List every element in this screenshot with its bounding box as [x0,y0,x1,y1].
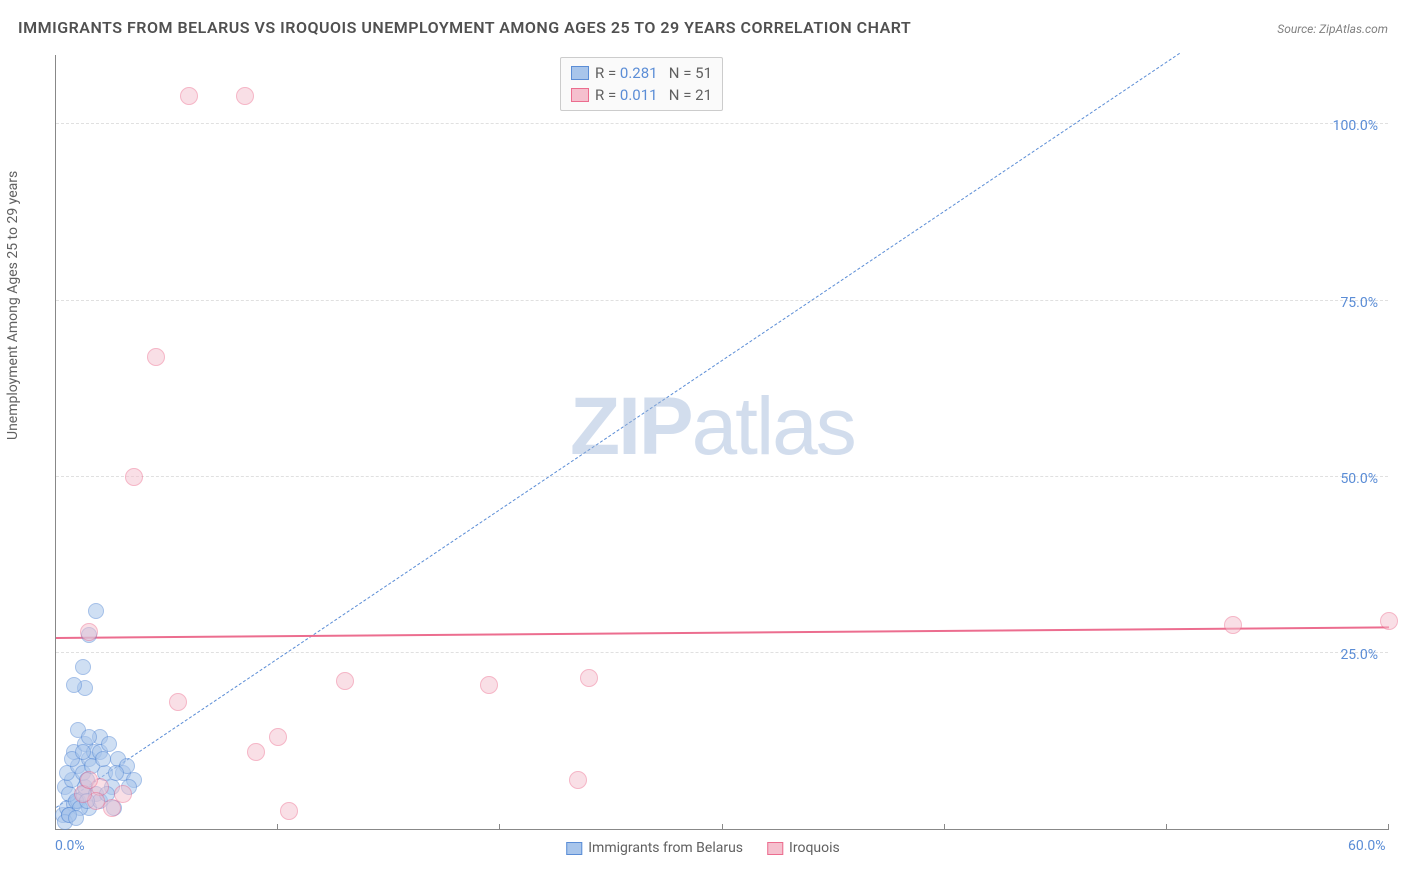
legend-swatch [571,88,589,102]
legend-series-label: Immigrants from Belarus [588,840,743,856]
x-tick [499,824,500,830]
y-tick-label: 100.0% [1333,118,1378,134]
data-point [180,87,198,105]
data-point [236,87,254,105]
source-label: Source: ZipAtlas.com [1277,22,1388,36]
watermark-bold: ZIP [570,381,692,472]
data-point [75,659,91,675]
x-tick [1388,824,1389,830]
watermark-light: atlas [692,381,855,472]
x-tick [55,824,56,830]
y-axis-label: Unemployment Among Ages 25 to 29 years [5,171,21,440]
data-point [1224,616,1242,634]
legend-row: R = 0.281 N = 51 [571,62,712,84]
x-tick [944,824,945,830]
y-tick-label: 25.0% [1340,647,1378,663]
data-point [88,603,104,619]
data-point [280,802,298,820]
data-point [95,751,111,767]
legend-swatch [767,842,783,855]
data-point [68,810,84,826]
data-point [169,693,187,711]
legend-item: Immigrants from Belarus [566,840,743,856]
x-tick [722,824,723,830]
legend-text: R = 0.281 N = 51 [595,64,712,82]
gridline-h [56,300,1388,301]
data-point [80,623,98,641]
y-tick-label: 50.0% [1340,471,1378,487]
data-point [66,677,82,693]
data-point [580,669,598,687]
legend-item: Iroquois [767,840,840,856]
gridline-h [56,476,1388,477]
y-tick-label: 75.0% [1340,295,1378,311]
chart-title: IMMIGRANTS FROM BELARUS VS IROQUOIS UNEM… [18,18,911,37]
correlation-legend: R = 0.281 N = 51 R = 0.011 N = 21 [560,57,723,111]
legend-text: R = 0.011 N = 21 [595,86,712,104]
data-point [1380,612,1398,630]
data-point [336,672,354,690]
gridline-h [56,123,1388,124]
data-point [269,728,287,746]
data-point [569,771,587,789]
data-point [103,799,121,817]
gridline-h [56,652,1388,653]
watermark-text: ZIPatlas [570,380,855,474]
trend-line [56,626,1389,639]
series-legend: Immigrants from Belarus Iroquois [566,840,840,856]
x-tick [1166,824,1167,830]
data-point [80,771,98,789]
legend-series-label: Iroquois [789,840,840,856]
data-point [125,468,143,486]
legend-row: R = 0.011 N = 21 [571,84,712,106]
x-tick [277,824,278,830]
legend-swatch [566,842,582,855]
data-point [147,348,165,366]
x-tick-label: 60.0% [1348,838,1386,854]
data-point [480,676,498,694]
legend-swatch [571,66,589,80]
x-tick-label: 0.0% [55,838,85,854]
data-point [247,743,265,761]
data-point [108,765,124,781]
